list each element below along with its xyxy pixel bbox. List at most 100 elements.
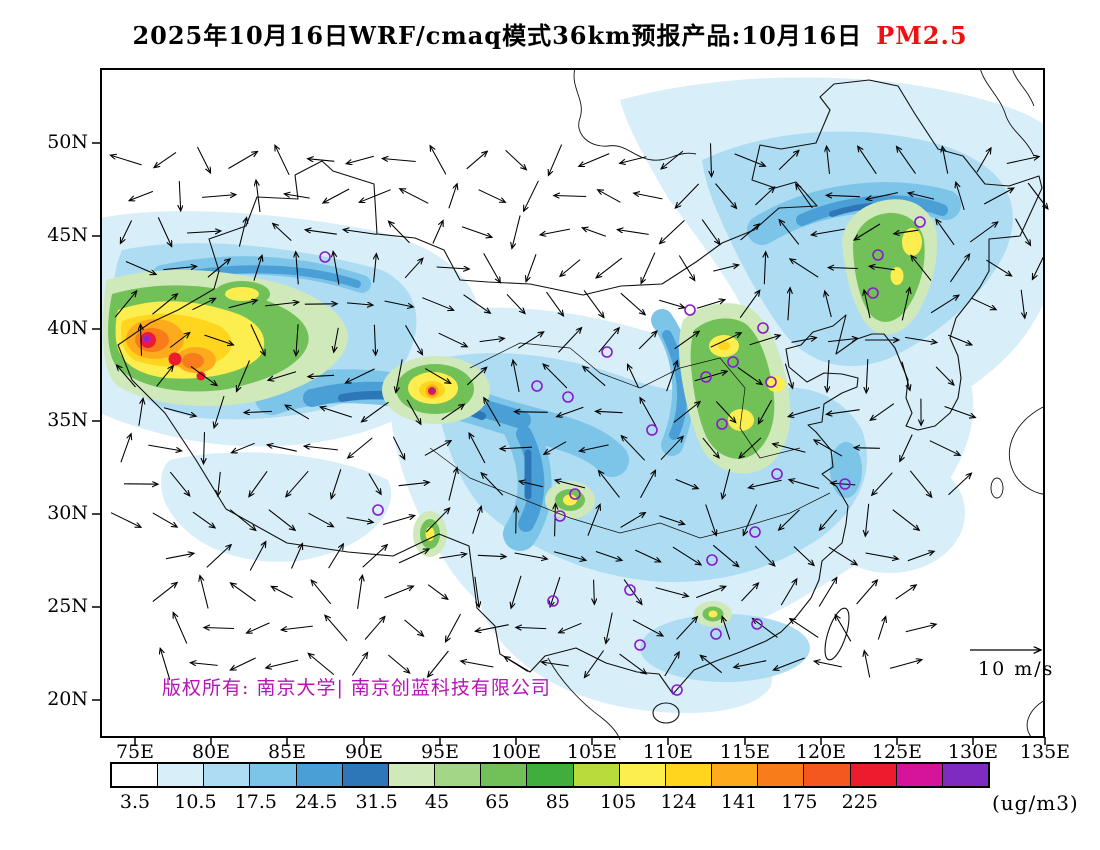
colorbar-cell: [757, 764, 804, 786]
wind-arrow: [461, 661, 494, 668]
station-marker: [872, 249, 884, 261]
wind-arrow: [204, 628, 235, 629]
wind-arrow: [748, 479, 782, 488]
wind-reference: 10 m/s: [970, 650, 1052, 680]
colorbar-cell: [664, 764, 712, 786]
wind-arrow: [828, 546, 857, 565]
wind-arrow: [308, 512, 334, 527]
wind-arrow: [325, 615, 348, 642]
wind-arrow: [554, 196, 587, 197]
wind-arrow: [197, 146, 211, 173]
wind-arrow: [359, 189, 391, 203]
wind-arrow: [632, 619, 663, 636]
wind-arrow: [110, 155, 142, 166]
wind-arrow: [505, 149, 527, 169]
wind-arrow: [905, 336, 937, 342]
wind-arrow: [905, 624, 936, 633]
lat-label: 20N: [47, 688, 88, 710]
wind-arrow: [619, 653, 647, 674]
yangtze-river: [429, 447, 831, 539]
wind-arrow: [628, 364, 639, 388]
wind-arrow: [949, 254, 969, 283]
wind-arrow: [900, 434, 913, 462]
wind-arrow: [866, 192, 899, 200]
wind-arrow: [555, 504, 556, 537]
wind-arrow: [157, 217, 171, 246]
contour: [708, 610, 718, 618]
wind-arrow: [148, 444, 181, 451]
wind-arrow: [814, 661, 842, 668]
wind-arrow: [739, 290, 760, 319]
wind-arrow: [265, 302, 299, 307]
wind-arrow: [956, 182, 965, 211]
wind-arrow: [935, 366, 954, 385]
wind-arrow: [472, 506, 482, 534]
wind-arrow: [544, 441, 567, 455]
wind-arrow: [711, 143, 712, 176]
wind-arrow: [152, 582, 177, 603]
wind-arrow: [713, 265, 738, 272]
wind-arrow: [696, 586, 726, 599]
wind-arrow: [346, 303, 373, 305]
wind-arrow: [930, 295, 959, 314]
wind-arrow: [267, 445, 297, 452]
contour: [563, 494, 577, 506]
wind-arrow: [110, 512, 141, 528]
wind-arrow: [831, 483, 856, 485]
wind-arrow: [675, 183, 700, 208]
wind-arrow: [405, 325, 423, 354]
wind-arrow: [384, 300, 414, 307]
wind-arrow: [237, 360, 250, 392]
colorbar: [110, 762, 990, 788]
station-marker: [765, 376, 777, 388]
wind-arrow: [331, 469, 342, 498]
wind-arrow: [169, 333, 190, 348]
wind-arrow: [323, 188, 350, 203]
wind-arrow: [382, 159, 416, 163]
wind-arrow: [1015, 218, 1031, 246]
lon-label: 105E: [566, 741, 618, 763]
wind-arrow: [674, 331, 700, 350]
contour: [168, 352, 182, 366]
wind-arrow: [640, 470, 656, 498]
wind-arrow: [305, 230, 337, 235]
contour: [890, 267, 904, 285]
wind-arrow: [514, 412, 548, 413]
wind-arrow: [764, 252, 765, 285]
wind-arrow: [620, 292, 645, 315]
lat-label: 45N: [47, 224, 88, 246]
wind-arrow: [737, 366, 762, 384]
wind-arrow: [200, 576, 209, 609]
wind-arrow: [712, 544, 738, 566]
colorbar-cell: [341, 764, 388, 786]
contour: [690, 318, 775, 459]
wind-arrow: [138, 398, 143, 426]
wind-arrow: [754, 545, 775, 566]
wind-arrow: [345, 368, 375, 383]
wind-arrow: [854, 448, 880, 449]
lon-label: 95E: [420, 741, 460, 763]
wind-arrow: [383, 516, 415, 526]
colorbar-tick-label: 17.5: [234, 791, 277, 813]
wind-arrow: [304, 446, 338, 451]
japan-island: [990, 477, 1004, 499]
wind-arrow: [479, 338, 505, 341]
wind-arrow: [944, 406, 976, 418]
contour: [196, 371, 206, 381]
wind-arrow: [877, 617, 885, 640]
wind-arrow: [598, 328, 619, 353]
wind-arrow: [346, 155, 374, 163]
wind-arrow: [587, 504, 600, 536]
wind-arrow: [152, 294, 178, 315]
wind-arrow: [796, 184, 813, 209]
wind-arrow: [673, 402, 700, 423]
wind-arrow: [428, 650, 449, 677]
station-marker: [569, 488, 581, 500]
wind-arrow: [156, 366, 174, 387]
wind-arrow: [947, 334, 972, 345]
wind-arrow: [432, 221, 443, 244]
wind-arrow: [512, 215, 521, 249]
wind-arrow: [266, 659, 299, 668]
lat-label: 35N: [47, 409, 88, 431]
station-marker: [684, 304, 696, 316]
